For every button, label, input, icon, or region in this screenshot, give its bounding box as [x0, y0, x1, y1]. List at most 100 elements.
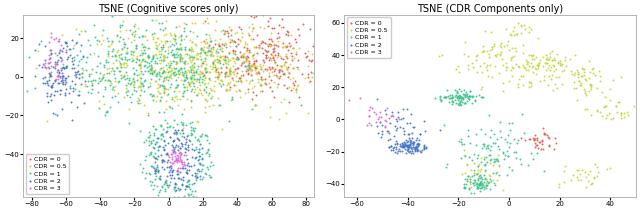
Point [197, 77, 207, 80]
Point [403, 145, 413, 148]
Point [205, 49, 215, 52]
Point [137, 82, 147, 85]
Point [260, 67, 270, 71]
Point [136, 83, 146, 86]
Point [202, 167, 212, 171]
Point [186, 105, 196, 109]
Point [67, 60, 77, 63]
Point [93, 81, 103, 84]
Point [197, 62, 207, 65]
Point [410, 148, 420, 152]
Point [161, 77, 172, 81]
Point [244, 65, 254, 69]
Point [84, 74, 94, 78]
Point [161, 39, 172, 43]
Point [486, 128, 497, 132]
Point [270, 61, 280, 64]
Point [457, 142, 467, 146]
Point [177, 95, 187, 98]
Point [586, 84, 596, 87]
Point [372, 124, 383, 127]
Point [330, 38, 340, 41]
Point [202, 81, 212, 85]
Point [479, 145, 489, 148]
Point [177, 164, 188, 167]
Point [147, 58, 157, 61]
Point [342, 79, 352, 82]
Point [147, 32, 157, 36]
Point [194, 150, 204, 154]
Point [112, 34, 122, 38]
Point [271, 55, 282, 59]
Point [170, 154, 180, 157]
Point [248, 56, 258, 60]
Point [160, 118, 170, 122]
Point [50, 52, 60, 55]
Point [532, 147, 543, 150]
Point [387, 111, 397, 114]
Point [274, 71, 284, 74]
Point [97, 33, 107, 36]
Point [179, 79, 189, 83]
Point [476, 167, 486, 170]
Point [177, 60, 188, 63]
Point [473, 179, 483, 182]
Point [232, 31, 242, 34]
Point [68, 62, 78, 66]
Point [33, 42, 44, 46]
Point [495, 41, 506, 45]
Point [486, 144, 496, 147]
Point [476, 156, 486, 159]
Point [191, 174, 201, 177]
Point [579, 87, 589, 90]
Point [123, 89, 133, 93]
Point [115, 63, 125, 66]
Point [186, 61, 196, 64]
Point [279, 72, 289, 75]
Point [159, 69, 169, 73]
Point [200, 32, 211, 35]
Point [394, 147, 404, 151]
Point [214, 73, 224, 77]
Point [436, 99, 446, 103]
Point [148, 70, 159, 73]
Point [471, 182, 481, 186]
Point [228, 65, 239, 68]
Point [386, 114, 396, 118]
Point [136, 70, 146, 73]
Point [184, 193, 194, 196]
Point [399, 143, 409, 146]
Point [629, 104, 639, 108]
Point [191, 176, 201, 180]
Point [399, 141, 410, 144]
Point [374, 110, 385, 113]
Point [291, 52, 301, 55]
Point [176, 38, 186, 41]
Point [246, 69, 256, 72]
Point [207, 94, 218, 97]
Point [292, 67, 303, 70]
Point [52, 74, 62, 77]
Point [504, 145, 514, 149]
Point [463, 174, 473, 178]
Point [461, 163, 472, 166]
Point [191, 79, 201, 83]
Point [172, 85, 182, 88]
Point [147, 71, 157, 74]
Point [519, 131, 529, 135]
Point [197, 164, 207, 167]
Point [233, 57, 243, 60]
Point [208, 62, 218, 65]
Point [121, 29, 131, 32]
Point [200, 105, 211, 108]
Point [158, 128, 168, 131]
Point [224, 71, 234, 75]
Point [150, 172, 160, 175]
Point [291, 90, 301, 94]
Point [226, 33, 236, 37]
Point [76, 43, 86, 47]
Point [224, 88, 234, 92]
Point [495, 43, 506, 46]
Point [104, 78, 114, 82]
Point [532, 63, 543, 66]
